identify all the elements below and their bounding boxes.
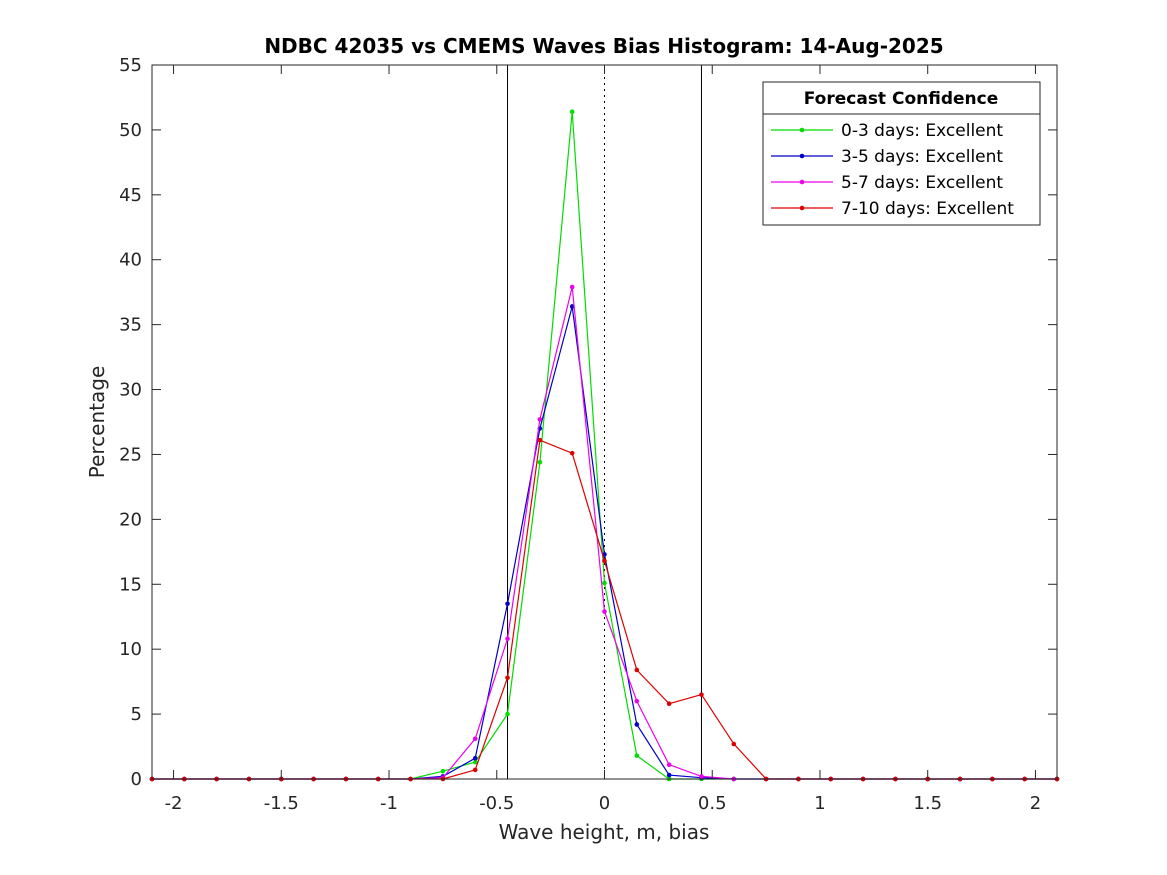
data-point: [602, 558, 607, 564]
data-point: [569, 450, 575, 456]
data-point: [699, 692, 704, 697]
legend-entry: 7-10 days: Excellent: [771, 199, 1014, 219]
x-tick-label: -2: [165, 793, 183, 814]
x-axis: -2 -1.5 -1 -0.5 0 0.5 1 1.5 2: [165, 65, 1041, 814]
legend-entry: 0-3 days: Excellent: [771, 121, 1003, 141]
y-tick-label: 10: [119, 639, 142, 660]
data-point: [505, 636, 510, 642]
data-point: [634, 722, 640, 727]
data-point: [666, 762, 672, 768]
data-point: [440, 768, 446, 774]
x-tick-label: 0: [599, 793, 610, 814]
x-tick-label: 2: [1030, 793, 1041, 814]
legend-swatch-marker: [799, 127, 805, 133]
data-point: [505, 601, 510, 607]
y-tick-label: 35: [119, 315, 142, 336]
data-point: [699, 774, 704, 779]
data-point: [634, 753, 640, 758]
legend-title: Forecast Confidence: [804, 89, 999, 109]
legend-swatch-marker: [799, 205, 805, 211]
legend: Forecast Confidence 0-3 days: Excellent 3…: [762, 81, 1041, 226]
x-tick-label: 1.5: [913, 793, 942, 814]
data-point: [731, 741, 737, 747]
x-tick-label: -0.5: [479, 793, 514, 814]
data-point: [666, 701, 672, 707]
reference-lines: [507, 65, 702, 779]
data-point: [537, 437, 543, 443]
legend-entry: 5-7 days: Excellent: [771, 173, 1003, 193]
x-tick-label: -1.5: [264, 793, 299, 814]
data-point: [634, 698, 640, 704]
x-tick-label: -1: [380, 793, 398, 814]
y-axis: 0 5 10 15 20 25 30 35 40 45 50 55: [119, 55, 1057, 790]
data-point: [537, 417, 543, 422]
data-point: [505, 711, 510, 717]
y-tick-label: 40: [119, 250, 142, 271]
x-tick-label: 0.5: [698, 793, 727, 814]
data-point: [472, 767, 478, 773]
y-tick-label: 50: [119, 120, 142, 141]
chart-title: NDBC 42035 vs CMEMS Waves Bias Histogram…: [264, 34, 943, 58]
y-tick-label: 30: [119, 380, 142, 401]
x-axis-title: Wave height, m, bias: [499, 820, 710, 844]
data-point: [569, 284, 575, 290]
data-point: [505, 675, 510, 681]
data-point: [666, 772, 672, 778]
legend-label: 0-3 days: Excellent: [841, 121, 1003, 141]
legend-label: 7-10 days: Excellent: [841, 199, 1014, 219]
data-point: [569, 304, 575, 309]
legend-box: [762, 81, 1041, 226]
legend-label: 5-7 days: Excellent: [841, 173, 1003, 193]
y-tick-label: 20: [119, 509, 142, 530]
data-point: [602, 580, 607, 586]
data-point: [472, 736, 478, 742]
legend-entries: 0-3 days: Excellent 3-5 days: Excellent 5-…: [771, 121, 1014, 219]
legend-label: 3-5 days: Excellent: [841, 147, 1003, 167]
data-point: [569, 109, 575, 115]
data-point: [472, 759, 478, 765]
data-point: [472, 755, 478, 761]
y-tick-label: 0: [131, 769, 142, 790]
legend-swatch-marker: [799, 179, 805, 185]
y-tick-label: 5: [131, 704, 142, 725]
legend-entry: 3-5 days: Excellent: [771, 147, 1003, 167]
y-tick-label: 25: [119, 444, 142, 465]
y-tick-label: 55: [119, 55, 142, 76]
x-tick-label: 1: [814, 793, 825, 814]
data-point: [602, 609, 607, 614]
y-tick-label: 45: [119, 185, 142, 206]
legend-swatch-marker: [799, 153, 805, 159]
y-axis-title: Percentage: [85, 366, 109, 479]
data-point: [537, 459, 543, 465]
data-point: [634, 667, 640, 673]
y-tick-label: 15: [119, 574, 142, 595]
